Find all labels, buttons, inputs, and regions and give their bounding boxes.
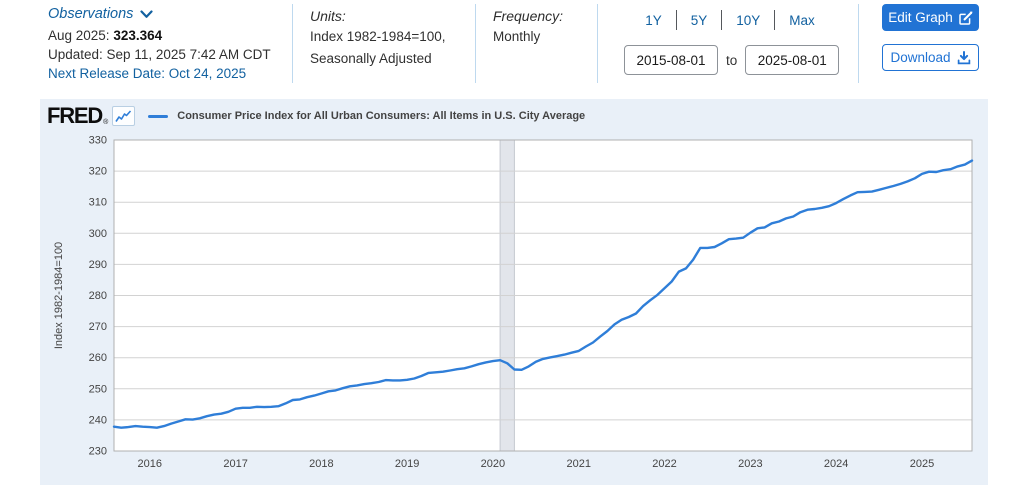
units-section: Units: Index 1982-1984=100, Seasonally A… <box>310 6 446 70</box>
series-legend-label: Consumer Price Index for All Urban Consu… <box>177 110 586 122</box>
y-tick-label: 250 <box>89 383 107 395</box>
header-divider <box>292 4 293 83</box>
range-separator <box>721 10 723 30</box>
x-tick-label: 2023 <box>738 458 762 470</box>
x-tick-label: 2025 <box>910 458 934 470</box>
units-line1: Index 1982-1984=100, <box>310 29 446 44</box>
range-1y-link[interactable]: 1Y <box>645 12 662 28</box>
x-tick-label: 2022 <box>652 458 676 470</box>
y-tick-label: 240 <box>89 414 107 426</box>
download-button[interactable]: Download <box>882 44 979 71</box>
y-tick-label: 330 <box>89 135 107 147</box>
cpi-series-line[interactable] <box>112 159 974 429</box>
cpi-line-chart[interactable]: 230 240 250 260 270 280 290 300 310 320 330 2016 201… <box>40 99 988 485</box>
range-5y-link[interactable]: 5Y <box>690 12 708 28</box>
edit-graph-button[interactable]: Edit Graph <box>882 4 979 31</box>
chevron-down-icon <box>140 9 154 18</box>
download-icon <box>957 50 970 64</box>
latest-observation: Aug 2025: 323.364 <box>48 26 271 45</box>
x-tick-label: 2020 <box>481 458 505 470</box>
range-max-link[interactable]: Max <box>789 12 815 28</box>
date-range-to-label: to <box>726 52 738 68</box>
x-tick-label: 2021 <box>567 458 591 470</box>
y-tick-label: 290 <box>89 259 107 271</box>
header-divider <box>597 4 598 83</box>
y-tick-label: 310 <box>89 197 107 209</box>
frequency-label: Frequency: <box>493 8 564 24</box>
range-10y-link[interactable]: 10Y <box>736 12 761 28</box>
chart-legend: FRED ® Consumer Price Index for All Urba… <box>47 103 585 129</box>
plot-border <box>113 139 973 452</box>
date-range-controls: to <box>624 45 840 75</box>
chart-panel: 230 240 250 260 270 280 290 300 310 320 330 2016 201… <box>40 99 988 485</box>
range-separator <box>774 10 776 30</box>
observations-dropdown[interactable]: Observations <box>48 6 154 22</box>
y-tick-label: 270 <box>89 321 107 333</box>
header-divider <box>858 4 859 83</box>
range-separator <box>675 10 677 30</box>
fred-logo[interactable]: FRED <box>47 103 103 128</box>
y-tick-label: 300 <box>89 228 107 240</box>
start-date-input[interactable] <box>624 45 718 75</box>
edit-graph-label: Edit Graph <box>888 10 953 25</box>
x-tick-label: 2019 <box>395 458 419 470</box>
y-tick-label: 230 <box>89 446 107 458</box>
y-tick-label: 260 <box>89 352 107 364</box>
x-tick-label: 2018 <box>309 458 333 470</box>
legend-line-swatch <box>148 114 169 118</box>
next-release-link[interactable]: Next Release Date: Oct 24, 2025 <box>48 66 247 81</box>
range-preset-links: 1Y 5Y 10Y Max <box>618 9 842 31</box>
observations-section: Observations Aug 2025: 323.364 Updated: … <box>48 6 271 83</box>
frequency-value: Monthly <box>493 29 541 44</box>
observations-label: Observations <box>48 6 134 22</box>
units-line2: Seasonally Adjusted <box>310 51 432 66</box>
x-tick-label: 2024 <box>824 458 848 470</box>
fred-sparkline-icon <box>112 106 136 126</box>
fred-logo-registered-mark: ® <box>103 119 109 126</box>
frequency-section: Frequency: Monthly <box>493 6 563 48</box>
units-label: Units: <box>310 8 346 24</box>
edit-icon <box>959 11 973 25</box>
latest-observation-value: 323.364 <box>113 28 163 43</box>
x-tick-label: 2017 <box>223 458 247 470</box>
updated-timestamp: Updated: Sep 11, 2025 7:42 AM CDT <box>48 47 271 62</box>
y-axis-title: Index 1982-1984=100 <box>53 242 65 349</box>
y-tick-label: 320 <box>89 166 107 178</box>
y-tick-label: 280 <box>89 290 107 302</box>
download-label: Download <box>890 50 951 65</box>
header-divider <box>475 4 476 83</box>
end-date-input[interactable] <box>745 45 840 75</box>
latest-observation-date: Aug 2025: <box>48 28 110 43</box>
x-tick-label: 2016 <box>138 458 162 470</box>
